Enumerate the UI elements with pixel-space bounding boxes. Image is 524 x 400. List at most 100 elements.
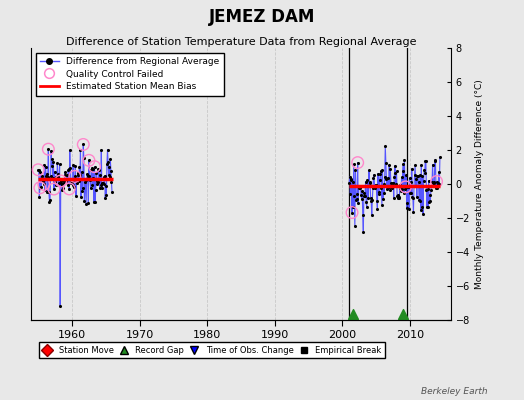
Point bbox=[374, 188, 383, 195]
Point bbox=[43, 174, 52, 180]
Point bbox=[94, 166, 103, 172]
Point bbox=[358, 212, 367, 218]
Point bbox=[52, 174, 60, 180]
Point bbox=[78, 188, 86, 194]
Point bbox=[84, 173, 92, 180]
Point bbox=[97, 147, 105, 154]
Text: Berkeley Earth: Berkeley Earth bbox=[421, 387, 487, 396]
Point bbox=[347, 176, 356, 182]
Point bbox=[48, 162, 56, 169]
Point bbox=[357, 196, 366, 202]
Point bbox=[92, 170, 101, 176]
Point bbox=[35, 194, 43, 200]
Point bbox=[395, 194, 403, 200]
Point bbox=[369, 185, 377, 191]
Point bbox=[364, 183, 372, 190]
Point bbox=[46, 196, 54, 203]
Point bbox=[68, 178, 76, 185]
Point bbox=[430, 180, 438, 187]
Point bbox=[352, 196, 361, 202]
Point bbox=[104, 172, 113, 178]
Point bbox=[105, 164, 113, 170]
Point bbox=[405, 206, 413, 213]
Point bbox=[366, 179, 374, 185]
Point bbox=[64, 167, 72, 174]
Point bbox=[355, 185, 363, 192]
Point bbox=[45, 188, 53, 195]
Text: JEMEZ DAM: JEMEZ DAM bbox=[209, 8, 315, 26]
Point bbox=[41, 187, 49, 194]
Point bbox=[345, 180, 353, 186]
Point bbox=[75, 172, 84, 178]
Point bbox=[402, 204, 411, 211]
Point bbox=[51, 179, 59, 185]
Point bbox=[398, 185, 407, 192]
Point bbox=[42, 173, 50, 179]
Point bbox=[383, 186, 391, 193]
Point bbox=[376, 177, 384, 183]
Point bbox=[44, 146, 52, 152]
Point bbox=[370, 172, 378, 178]
Point bbox=[67, 180, 75, 186]
Point bbox=[419, 210, 427, 217]
Point bbox=[388, 184, 396, 191]
Point bbox=[36, 168, 45, 175]
Point bbox=[380, 174, 389, 180]
Point bbox=[69, 162, 78, 169]
Point bbox=[73, 172, 82, 178]
Point bbox=[404, 184, 412, 190]
Point bbox=[432, 178, 441, 185]
Point bbox=[394, 192, 402, 198]
Point bbox=[420, 167, 428, 173]
Point bbox=[54, 171, 63, 177]
Point bbox=[55, 180, 63, 186]
Point bbox=[371, 184, 379, 191]
Point bbox=[435, 181, 443, 187]
Point bbox=[393, 192, 401, 199]
Point bbox=[63, 172, 71, 179]
Point bbox=[422, 187, 431, 194]
Point bbox=[88, 165, 96, 171]
Point bbox=[387, 180, 395, 186]
Point bbox=[70, 184, 78, 190]
Point bbox=[77, 194, 85, 200]
Point bbox=[370, 184, 379, 191]
Point bbox=[100, 174, 108, 180]
Point bbox=[60, 172, 69, 178]
Point bbox=[426, 198, 434, 204]
Title: Difference of Station Temperature Data from Regional Average: Difference of Station Temperature Data f… bbox=[66, 37, 416, 47]
Point bbox=[408, 194, 417, 200]
Point bbox=[72, 192, 80, 199]
Point bbox=[98, 180, 106, 186]
Point bbox=[93, 178, 101, 184]
Point bbox=[396, 184, 405, 191]
Point bbox=[108, 189, 116, 196]
Point bbox=[410, 172, 419, 178]
Point bbox=[85, 157, 93, 164]
Point bbox=[57, 180, 66, 186]
Point bbox=[36, 185, 44, 191]
Point bbox=[79, 141, 88, 148]
Point bbox=[356, 184, 365, 190]
Point bbox=[103, 146, 112, 153]
Point bbox=[384, 174, 392, 181]
Point bbox=[424, 177, 433, 184]
Point bbox=[429, 180, 438, 186]
Point bbox=[418, 204, 426, 210]
Point bbox=[51, 182, 60, 189]
Point bbox=[401, 184, 410, 190]
Point bbox=[93, 180, 102, 187]
Point bbox=[35, 167, 43, 174]
Point bbox=[34, 166, 42, 173]
Point bbox=[385, 162, 394, 169]
Point bbox=[351, 223, 359, 230]
Point bbox=[401, 184, 410, 190]
Point bbox=[43, 189, 51, 196]
Point bbox=[352, 197, 360, 203]
Point bbox=[70, 177, 79, 183]
Point bbox=[77, 146, 85, 153]
Point bbox=[49, 174, 57, 181]
Point bbox=[367, 211, 376, 218]
Point bbox=[416, 172, 424, 178]
Point bbox=[84, 200, 93, 206]
